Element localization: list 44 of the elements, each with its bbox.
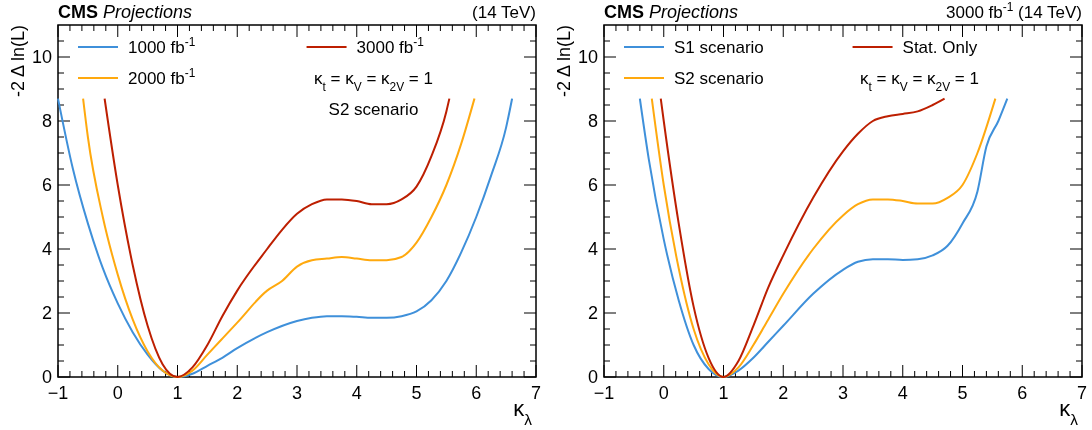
x-tick-label: 4 (897, 383, 908, 403)
y-axis-title: -2 Δ ln(L) (554, 25, 574, 98)
x-tick-label: 1 (718, 383, 729, 403)
x-tick-label: 6 (1017, 383, 1028, 403)
legend-label: 1000 fb$^{-1}$ (128, 35, 196, 57)
y-tick-label: 10 (577, 47, 598, 67)
chart-title: CMS Projections (604, 2, 739, 22)
x-tick-label: 6 (471, 383, 482, 403)
y-tick-label: 2 (41, 303, 52, 323)
x-tick-label: 7 (1076, 383, 1088, 403)
x-tick-label: 0 (658, 383, 669, 403)
y-tick-label: 2 (587, 303, 598, 323)
x-axis-title: κ$_{λ}$ (513, 396, 533, 428)
legend-label: Stat. Only (902, 38, 978, 57)
x-tick-label: 3 (291, 383, 303, 403)
chart-title: CMS Projections (58, 2, 193, 22)
legend-label: 3000 fb$^{-1}$ (356, 35, 425, 57)
x-tick-label: 4 (351, 383, 362, 403)
x-tick-label: 3 (837, 383, 849, 403)
y-tick-label: 6 (587, 175, 598, 195)
legend-label: 2000 fb$^{-1}$ (128, 66, 196, 88)
x-tick-label: 5 (957, 383, 968, 403)
y-tick-label: 6 (41, 175, 52, 195)
y-tick-label: 8 (587, 111, 598, 131)
y-tick-label: 10 (31, 47, 52, 67)
x-tick-label: 7 (530, 383, 542, 403)
legend-label: S1 scenario (674, 38, 764, 57)
chart-subtitle: (14 TeV) (472, 3, 536, 22)
y-tick-label: 8 (41, 111, 52, 131)
annotation: S2 scenario (328, 100, 419, 119)
x-tick-label: 2 (232, 383, 243, 403)
legend-label: S2 scenario (674, 69, 764, 88)
x-tick-label: 5 (411, 383, 422, 403)
x-tick-label: 2 (778, 383, 789, 403)
y-tick-label: 4 (587, 239, 598, 259)
line-series (659, 97, 946, 378)
x-tick-label: 0 (112, 383, 123, 403)
annotation: κ$_{t}$ = κ$_{V}$ = κ$_{2V}$ = 1 (314, 69, 433, 94)
x-tick-label: 1 (172, 383, 183, 403)
y-tick-label: 4 (41, 239, 52, 259)
x-axis-title: κ$_{λ}$ (1059, 396, 1079, 428)
annotation: κ$_{t}$ = κ$_{V}$ = κ$_{2V}$ = 1 (860, 69, 979, 94)
y-axis-title: -2 Δ ln(L) (8, 25, 28, 98)
chart-subtitle: 3000 fb$^{-1}$ (14 TeV) (946, 0, 1082, 22)
